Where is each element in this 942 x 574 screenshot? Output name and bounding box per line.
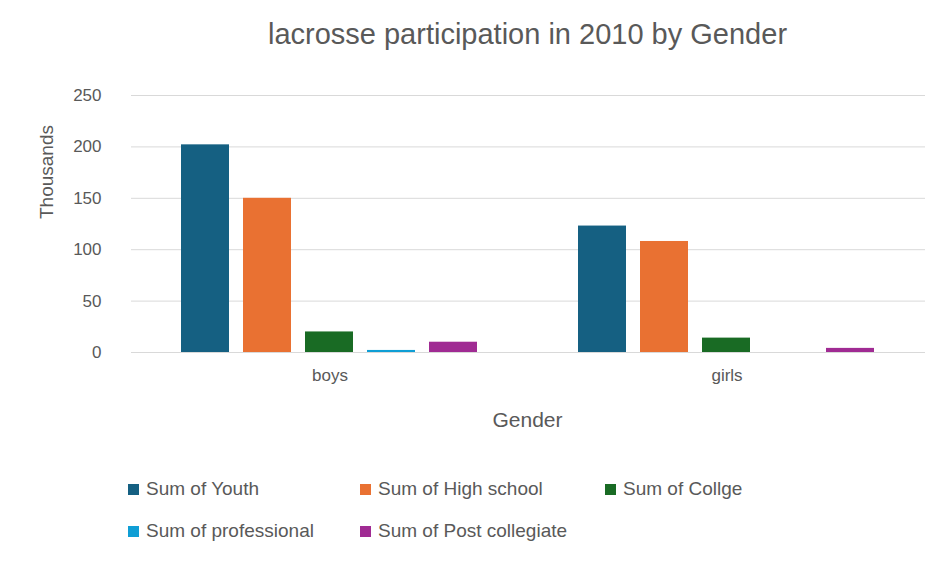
svg-text:0: 0: [92, 343, 101, 362]
html-text:Gender: Gender: [492, 408, 563, 431]
svg-text:250: 250: [73, 86, 101, 105]
html-text:Sum of Post collegiate: Sum of Post collegiate: [378, 520, 567, 541]
html-text:lacrosse participation in 2010: lacrosse participation in 2010 by Gender: [268, 18, 787, 50]
html-text:Thousands: Thousands: [36, 125, 57, 219]
svg-text:boys: boys: [312, 366, 348, 385]
svg-text:50: 50: [83, 292, 102, 311]
svg-text:girls: girls: [711, 366, 742, 385]
html-text:Sum of Collge: Sum of Collge: [623, 478, 743, 499]
svg-text:100: 100: [73, 240, 101, 259]
html-text:Sum of Youth: Sum of Youth: [146, 478, 259, 499]
html-text:Sum of High school: Sum of High school: [378, 478, 543, 499]
svg-text:150: 150: [73, 189, 101, 208]
html-text:Sum of professional: Sum of professional: [146, 520, 314, 541]
svg-text:200: 200: [73, 137, 101, 156]
